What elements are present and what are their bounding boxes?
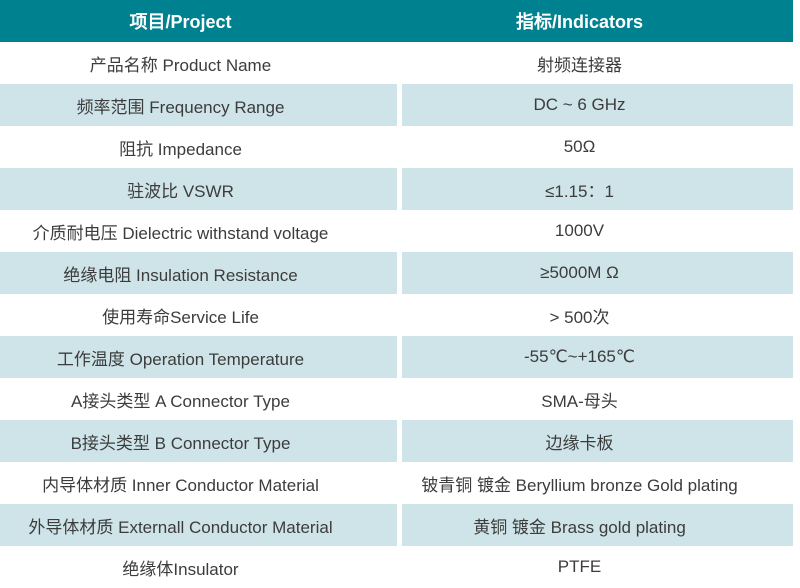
table-row: 介质耐电压 Dielectric withstand voltage 1000V <box>0 210 800 252</box>
indicator-cell: 黄铜 镀金 Brass gold plating <box>402 504 793 546</box>
right-edge <box>793 546 800 588</box>
project-cell: A接头类型 A Connector Type <box>0 378 397 420</box>
right-edge <box>793 126 800 168</box>
right-edge <box>793 462 800 504</box>
indicator-cell: 50Ω <box>402 126 793 168</box>
indicator-cell: 边缘卡板 <box>402 420 793 462</box>
table-row: 使用寿命Service Life > 500次 <box>0 294 800 336</box>
table-header-row: 项目/Project 指标/Indicators <box>0 0 800 42</box>
project-cell: 产品名称 Product Name <box>0 42 397 84</box>
indicator-cell: 1000V <box>402 210 793 252</box>
column-gap <box>397 168 402 210</box>
table-row: 外导体材质 Externall Conductor Material 黄铜 镀金… <box>0 504 800 546</box>
column-gap <box>397 126 402 168</box>
column-gap <box>397 210 402 252</box>
table-row: A接头类型 A Connector Type SMA-母头 <box>0 378 800 420</box>
right-edge <box>793 378 800 420</box>
header-project: 项目/Project <box>0 0 397 42</box>
column-gap <box>397 420 402 462</box>
column-gap <box>397 462 402 504</box>
right-edge <box>793 42 800 84</box>
column-gap <box>397 378 402 420</box>
right-edge <box>793 252 800 294</box>
project-cell: 外导体材质 Externall Conductor Material <box>0 504 397 546</box>
right-edge <box>793 294 800 336</box>
column-gap <box>397 546 402 588</box>
indicator-cell: > 500次 <box>402 294 793 336</box>
table-row: 绝缘体Insulator PTFE <box>0 546 800 588</box>
column-gap <box>397 84 402 126</box>
table-row: 工作温度 Operation Temperature -55℃~+165℃ <box>0 336 800 378</box>
indicator-cell: -55℃~+165℃ <box>402 336 793 378</box>
project-cell: 工作温度 Operation Temperature <box>0 336 397 378</box>
project-cell: 介质耐电压 Dielectric withstand voltage <box>0 210 397 252</box>
right-edge <box>793 504 800 546</box>
right-edge <box>793 0 800 42</box>
indicator-cell: DC ~ 6 GHz <box>402 84 793 126</box>
column-gap <box>397 294 402 336</box>
right-edge <box>793 84 800 126</box>
right-edge <box>793 168 800 210</box>
project-cell: 频率范围 Frequency Range <box>0 84 397 126</box>
table-row: B接头类型 B Connector Type 边缘卡板 <box>0 420 800 462</box>
project-cell: 绝缘电阻 Insulation Resistance <box>0 252 397 294</box>
indicator-cell: 铍青铜 镀金 Beryllium bronze Gold plating <box>402 462 793 504</box>
indicator-cell: 射频连接器 <box>402 42 793 84</box>
table-row: 频率范围 Frequency Range DC ~ 6 GHz <box>0 84 800 126</box>
right-edge <box>793 420 800 462</box>
project-cell: 驻波比 VSWR <box>0 168 397 210</box>
table-row: 绝缘电阻 Insulation Resistance ≥5000M Ω <box>0 252 800 294</box>
column-gap <box>397 42 402 84</box>
column-gap <box>397 252 402 294</box>
table-row: 阻抗 Impedance 50Ω <box>0 126 800 168</box>
table-row: 驻波比 VSWR ≤1.15：1 <box>0 168 800 210</box>
project-cell: 绝缘体Insulator <box>0 546 397 588</box>
right-edge <box>793 210 800 252</box>
indicator-cell: ≥5000M Ω <box>402 252 793 294</box>
project-cell: 使用寿命Service Life <box>0 294 397 336</box>
table-row: 产品名称 Product Name 射频连接器 <box>0 42 800 84</box>
table-row: 内导体材质 Inner Conductor Material 铍青铜 镀金 Be… <box>0 462 800 504</box>
right-edge <box>793 336 800 378</box>
column-gap <box>397 504 402 546</box>
header-indicators: 指标/Indicators <box>402 0 793 42</box>
column-gap <box>397 0 402 42</box>
column-gap <box>397 336 402 378</box>
project-cell: 内导体材质 Inner Conductor Material <box>0 462 397 504</box>
indicator-cell: ≤1.15：1 <box>402 168 793 210</box>
project-cell: B接头类型 B Connector Type <box>0 420 397 462</box>
indicator-cell: SMA-母头 <box>402 378 793 420</box>
indicator-cell: PTFE <box>402 546 793 588</box>
project-cell: 阻抗 Impedance <box>0 126 397 168</box>
